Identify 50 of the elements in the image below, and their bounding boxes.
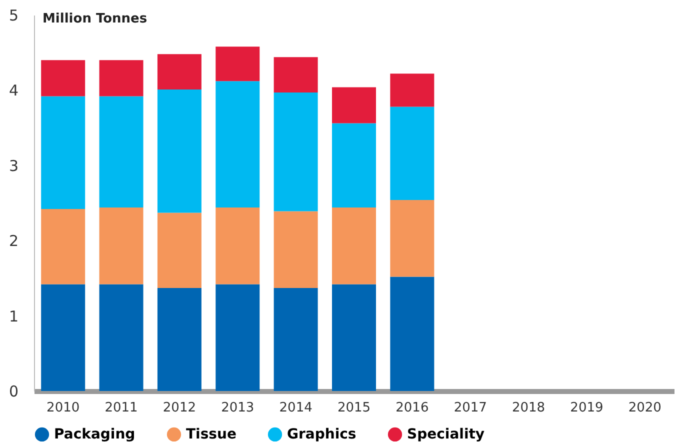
- bar: [157, 288, 202, 391]
- bar: [390, 276, 434, 391]
- x-tick-label: 2012: [162, 400, 196, 416]
- x-tick-label: 2017: [454, 400, 487, 416]
- bar: [390, 106, 434, 200]
- legend-label: Graphics: [287, 426, 356, 442]
- bar: [390, 200, 434, 277]
- bar: [216, 208, 260, 284]
- bar: [274, 211, 318, 288]
- bar: [99, 284, 144, 391]
- y-tick-label: 0: [8, 382, 18, 400]
- bar: [157, 89, 202, 213]
- bar: [41, 96, 86, 210]
- x-tick-label: 2016: [396, 400, 429, 416]
- y-tick-label: 2: [8, 232, 18, 250]
- bar: [99, 208, 144, 284]
- x-tick-label: 2013: [221, 400, 254, 416]
- bar: [99, 60, 144, 96]
- x-tick-label: 2019: [570, 400, 604, 416]
- x-tick-label: 2014: [279, 400, 312, 416]
- bar: [99, 96, 144, 208]
- bar: [274, 288, 318, 391]
- bar: [274, 92, 318, 212]
- bar: [41, 284, 86, 391]
- bar: [41, 209, 86, 284]
- bar: [216, 81, 260, 208]
- legend-label: Packaging: [54, 426, 136, 442]
- y-tick-label: 1: [8, 307, 18, 326]
- bar: [332, 284, 376, 391]
- bar: [332, 208, 376, 284]
- x-tick-label: 2015: [337, 400, 371, 416]
- x-tick-label: 2018: [512, 400, 546, 416]
- bar: [274, 57, 318, 92]
- x-tick-label: 2020: [628, 400, 662, 416]
- legend-label: Speciality: [407, 426, 485, 442]
- bar: [157, 212, 202, 288]
- x-tick-label: 2010: [46, 400, 80, 416]
- bar: [41, 60, 86, 96]
- bar: [390, 74, 434, 107]
- y-axis-title: Million Tonnes: [42, 12, 148, 26]
- x-tick-label: 2011: [104, 400, 138, 416]
- y-tick-label: 5: [8, 6, 18, 24]
- y-tick-label: 4: [8, 82, 18, 100]
- bar: [332, 87, 376, 124]
- y-tick-label: 3: [8, 156, 18, 175]
- bar: [332, 123, 376, 208]
- legend-label: Tissue: [186, 426, 236, 442]
- bar: [216, 46, 260, 82]
- bar: [157, 54, 202, 90]
- bar: [216, 284, 260, 391]
